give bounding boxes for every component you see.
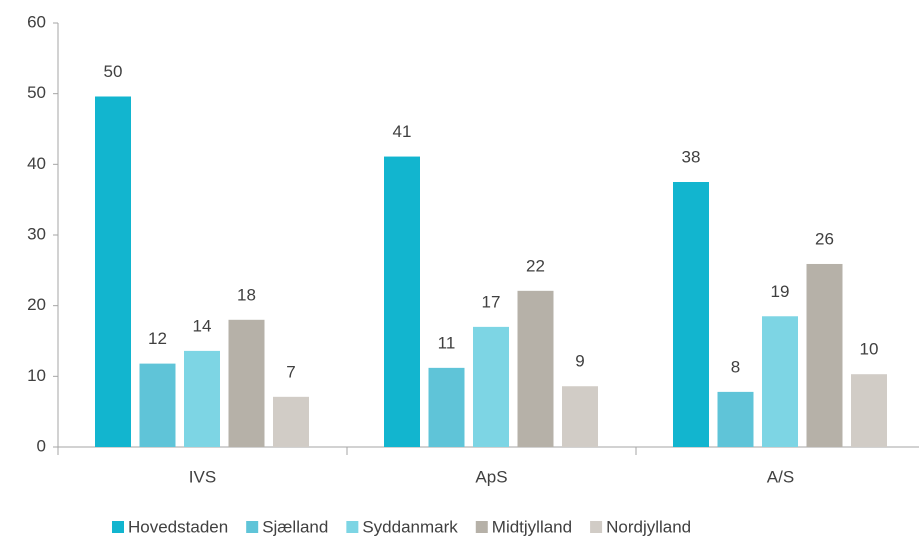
data-label: 50 [104,62,123,81]
y-tick-label: 40 [27,154,46,173]
data-label: 10 [860,340,879,359]
bar [228,319,265,447]
bar [184,350,220,447]
bar [273,396,309,447]
bar [473,326,509,447]
bar [851,374,887,447]
data-label: 18 [237,285,256,304]
legend-swatch [246,521,259,533]
data-label: 8 [731,357,740,376]
legend-label: Sjælland [262,517,328,536]
data-label: 9 [575,352,584,371]
data-label: 14 [193,316,212,335]
data-label: 7 [286,362,295,381]
data-label: 17 [482,292,501,311]
data-label: 38 [682,147,701,166]
legend-swatch [475,521,488,533]
bar [95,96,131,447]
y-tick-label: 0 [37,436,46,455]
bar [673,182,709,447]
data-label: 22 [526,256,545,275]
x-tick-label: ApS [475,467,507,486]
legend-label: Midtjylland [492,517,572,536]
y-tick-label: 10 [27,366,46,385]
bar [428,367,465,447]
data-label: 11 [438,333,456,352]
legend-swatch [590,521,603,533]
data-label: 26 [815,229,834,248]
bar [384,156,420,447]
bar [762,316,798,447]
bar [806,263,843,447]
data-label: 19 [771,282,790,301]
legend-label: Hovedstaden [128,517,228,536]
y-tick-label: 30 [27,224,46,243]
bar [717,391,754,447]
legend-label: Syddanmark [362,517,458,536]
bar [139,363,176,447]
legend-swatch [346,521,359,533]
data-label: 12 [148,329,167,348]
y-tick-label: 60 [27,12,46,31]
x-tick-label: IVS [189,467,216,486]
bar [517,290,554,447]
legend-swatch [112,521,124,533]
data-label: 41 [393,122,412,141]
bar [562,386,598,447]
y-tick-label: 20 [27,295,46,314]
y-tick-label: 50 [27,83,46,102]
x-tick-label: A/S [767,467,794,486]
legend-label: Nordjylland [606,517,691,536]
